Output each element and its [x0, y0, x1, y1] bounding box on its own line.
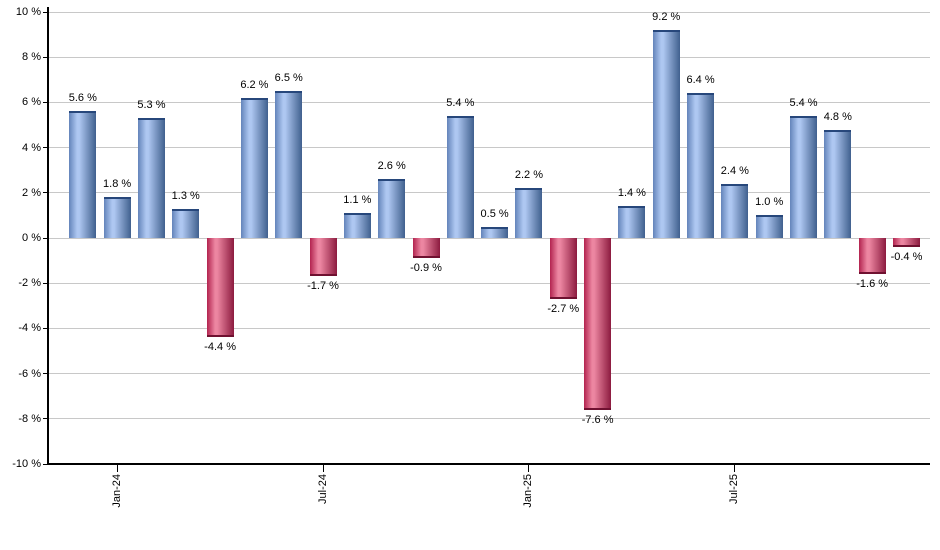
- bar: [584, 238, 612, 410]
- bar-value-label: 2.4 %: [720, 164, 749, 177]
- y-tick-label: 6 %: [22, 96, 41, 109]
- bar: [206, 238, 234, 338]
- bar-value-label: 6.2 %: [240, 78, 269, 91]
- gridline: [48, 56, 930, 58]
- gridline: [48, 147, 930, 149]
- bar-value-label: 1.4 %: [617, 187, 646, 200]
- x-axis-tick-mark: [116, 464, 118, 472]
- bar: [824, 129, 852, 238]
- bar: [892, 238, 920, 248]
- bar-value-label: 2.2 %: [514, 169, 544, 182]
- gridline: [48, 282, 930, 284]
- bar-value-label: -7.6 %: [581, 413, 614, 426]
- y-tick-label: -4 %: [18, 322, 41, 335]
- y-axis-tick-mark: [43, 192, 48, 194]
- gridline: [48, 237, 930, 239]
- bar-value-label: 5.3 %: [137, 99, 166, 112]
- bar: [103, 197, 131, 238]
- y-tick-label: 2 %: [22, 186, 41, 199]
- bar: [172, 208, 200, 238]
- y-tick-label: -10 %: [12, 458, 41, 470]
- gridline: [48, 101, 930, 103]
- y-axis-tick-mark: [43, 101, 48, 103]
- x-axis-tick-mark: [734, 464, 736, 472]
- bar-value-label: 1.1 %: [343, 194, 372, 207]
- bar-value-label: 6.4 %: [686, 74, 715, 87]
- bar-value-label: -2.7 %: [547, 303, 580, 316]
- bar-value-label: -0.9 %: [410, 262, 442, 275]
- bar-value-label: -0.4 %: [890, 251, 923, 264]
- bar: [275, 91, 303, 238]
- y-tick-label: 0 %: [22, 232, 41, 244]
- gridline: [48, 327, 930, 329]
- y-axis-line: [47, 7, 49, 465]
- y-axis-tick-mark: [43, 11, 48, 13]
- y-tick-label: -8 %: [18, 412, 41, 425]
- bar-value-label: 5.4 %: [446, 96, 475, 109]
- bar: [240, 97, 268, 238]
- bar-value-label: -1.7 %: [307, 280, 339, 293]
- bar: [481, 226, 509, 238]
- bar: [515, 188, 543, 238]
- bar-value-label: 5.6 %: [68, 92, 97, 105]
- bar-value-label: 0.5 %: [480, 207, 509, 220]
- y-tick-label: 8 %: [22, 51, 41, 64]
- bar: [446, 115, 474, 238]
- bar: [755, 215, 783, 238]
- y-axis-tick-mark: [43, 147, 48, 149]
- bar-value-label: -1.6 %: [856, 278, 889, 291]
- bar: [858, 238, 886, 275]
- x-tick-label: Jan-25: [522, 474, 535, 508]
- bar: [549, 238, 577, 300]
- gridline: [48, 373, 930, 375]
- x-tick-label: Jul-24: [316, 474, 329, 504]
- bar-value-label: 5.4 %: [789, 96, 818, 109]
- bar: [652, 30, 680, 238]
- bar: [412, 238, 440, 259]
- bar-value-label: 1.0 %: [755, 196, 784, 209]
- bar: [721, 183, 749, 238]
- bar: [309, 238, 337, 277]
- bar-value-label: 1.8 %: [103, 178, 132, 191]
- y-axis-tick-mark: [43, 237, 48, 239]
- x-tick-label: Jan-24: [110, 474, 123, 508]
- bar: [137, 118, 165, 238]
- gridline: [48, 11, 930, 13]
- gridline: [48, 192, 930, 194]
- y-axis-tick-mark: [43, 327, 48, 329]
- gridline: [48, 418, 930, 420]
- bar: [687, 93, 715, 238]
- y-tick-label: -2 %: [18, 277, 41, 290]
- bar: [69, 111, 97, 238]
- y-axis-tick-mark: [43, 418, 48, 420]
- y-axis-tick-mark: [43, 463, 48, 465]
- bar-value-label: 4.8 %: [823, 110, 852, 123]
- x-axis-tick-mark: [322, 464, 324, 472]
- bar: [378, 179, 406, 238]
- x-tick-label: Jul-25: [728, 474, 741, 504]
- x-axis-line: [47, 463, 930, 465]
- bar-value-label: 1.3 %: [171, 189, 200, 202]
- bar-value-label: -4.4 %: [204, 341, 236, 354]
- bar: [343, 213, 371, 238]
- y-tick-label: 10 %: [15, 6, 41, 18]
- bar-value-label: 2.6 %: [377, 160, 406, 173]
- bar: [790, 115, 818, 238]
- y-tick-label: -6 %: [18, 367, 41, 380]
- bar: [618, 206, 646, 238]
- x-axis-tick-mark: [528, 464, 530, 472]
- bar-value-label: 9.2 %: [652, 11, 681, 24]
- y-axis-tick-mark: [43, 56, 48, 58]
- y-axis-tick-mark: [43, 282, 48, 284]
- bar-value-label: 6.5 %: [274, 72, 303, 85]
- y-axis-tick-mark: [43, 373, 48, 375]
- y-tick-label: 4 %: [22, 141, 41, 154]
